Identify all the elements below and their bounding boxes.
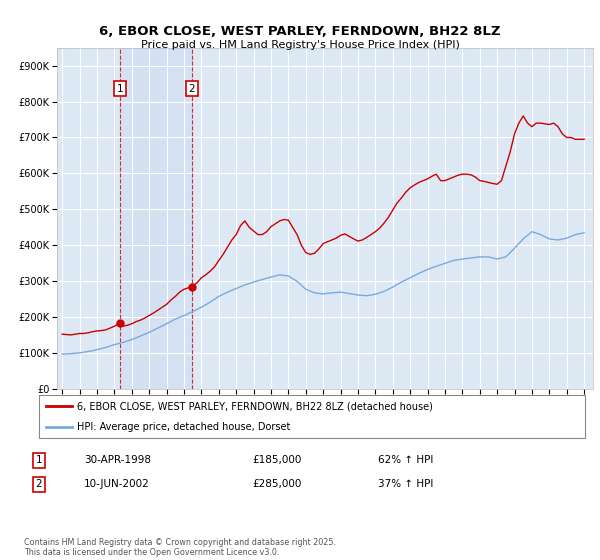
Text: HPI: Average price, detached house, Dorset: HPI: Average price, detached house, Dors… [77, 422, 291, 432]
Text: £185,000: £185,000 [252, 455, 301, 465]
Text: 2: 2 [188, 83, 195, 94]
Text: 37% ↑ HPI: 37% ↑ HPI [378, 479, 433, 489]
Text: 6, EBOR CLOSE, WEST PARLEY, FERNDOWN, BH22 8LZ: 6, EBOR CLOSE, WEST PARLEY, FERNDOWN, BH… [99, 25, 501, 38]
Text: 30-APR-1998: 30-APR-1998 [84, 455, 151, 465]
Text: 6, EBOR CLOSE, WEST PARLEY, FERNDOWN, BH22 8LZ (detached house): 6, EBOR CLOSE, WEST PARLEY, FERNDOWN, BH… [77, 401, 433, 411]
Text: 1: 1 [35, 455, 43, 465]
Text: 2: 2 [35, 479, 43, 489]
FancyBboxPatch shape [39, 395, 585, 438]
Text: £285,000: £285,000 [252, 479, 301, 489]
Text: Contains HM Land Registry data © Crown copyright and database right 2025.
This d: Contains HM Land Registry data © Crown c… [24, 538, 336, 557]
Text: 10-JUN-2002: 10-JUN-2002 [84, 479, 150, 489]
Bar [120, 48, 191, 389]
Text: Price paid vs. HM Land Registry's House Price Index (HPI): Price paid vs. HM Land Registry's House … [140, 40, 460, 50]
Text: 1: 1 [117, 83, 124, 94]
Text: 62% ↑ HPI: 62% ↑ HPI [378, 455, 433, 465]
